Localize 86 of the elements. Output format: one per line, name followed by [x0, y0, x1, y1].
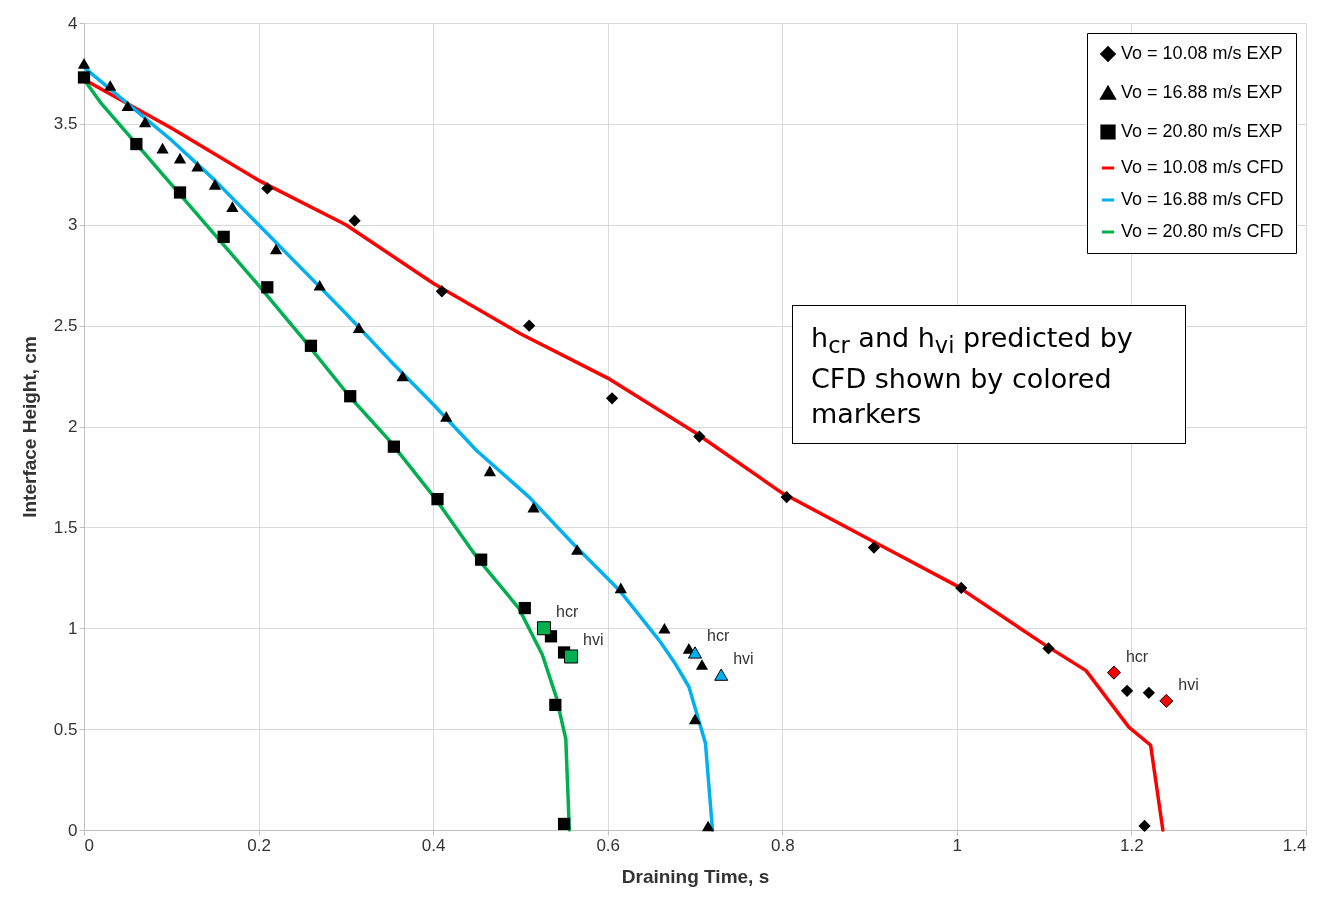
annotation: hvi	[583, 631, 604, 649]
point	[313, 279, 326, 291]
legend-label: Vo = 20.80 m/s EXP	[1121, 121, 1283, 141]
point	[396, 370, 409, 382]
point	[156, 142, 169, 154]
y-tick-label: 3.5	[53, 114, 78, 134]
y-axis-title: Interface Height, cm	[18, 336, 40, 518]
point	[191, 160, 204, 172]
point	[261, 182, 274, 195]
point	[518, 601, 531, 615]
point	[440, 411, 453, 422]
point	[173, 152, 187, 164]
x-tick-label: 0.6	[596, 835, 621, 855]
point	[527, 501, 540, 513]
point	[475, 553, 488, 566]
point	[536, 621, 552, 636]
point	[344, 390, 357, 403]
point	[1138, 819, 1151, 833]
point	[431, 493, 444, 506]
point	[348, 214, 361, 227]
legend-label: Vo = 10.08 m/s EXP	[1121, 43, 1283, 63]
point	[564, 649, 579, 664]
point	[130, 137, 143, 151]
point	[695, 659, 709, 670]
annotation: h$_{cr}$ and h$_{vi}$ predicted by CFD shown by colored markers	[792, 305, 1186, 444]
point	[173, 186, 187, 199]
point	[483, 465, 496, 477]
y-tick-label: 1	[68, 618, 78, 638]
point	[1120, 684, 1134, 697]
point	[304, 339, 318, 352]
point	[688, 713, 702, 725]
x-tick-label: 0	[84, 835, 94, 855]
point	[658, 622, 671, 634]
point	[1142, 686, 1156, 699]
point	[614, 582, 627, 594]
point	[693, 430, 706, 443]
point	[226, 201, 239, 212]
annotation: hvi	[1178, 675, 1199, 693]
x-tick-label: 1.2	[1120, 835, 1144, 855]
y-tick-label: 0	[68, 820, 78, 840]
y-tick-label: 2	[68, 417, 78, 436]
y-tick-label: 2.5	[53, 316, 78, 336]
point	[138, 116, 152, 128]
y-tick-label: 1.5	[53, 517, 78, 537]
point	[77, 71, 91, 84]
point	[714, 668, 729, 681]
legend-label: Vo = 16.88 m/s EXP	[1121, 82, 1283, 102]
legend-label: Vo = 20.80 m/s CFD	[1121, 221, 1284, 241]
legend-label: Vo = 16.88 m/s CFD	[1121, 189, 1284, 209]
annotation: hcr	[1125, 647, 1149, 665]
point	[77, 58, 91, 69]
y-tick-label: 3	[68, 215, 78, 235]
point	[955, 581, 968, 595]
point	[217, 230, 230, 243]
point	[121, 100, 134, 112]
point	[261, 281, 274, 294]
point	[1042, 642, 1055, 655]
annotation: hcr	[556, 603, 579, 621]
point	[605, 392, 619, 405]
point	[269, 243, 283, 255]
y-tick-label: 0.5	[53, 719, 78, 739]
point	[352, 322, 366, 333]
x-tick-label: 0.4	[421, 835, 446, 855]
annotation: hcr	[707, 627, 730, 645]
point	[104, 80, 117, 91]
x-tick-label: 0.8	[770, 835, 795, 855]
point	[571, 544, 584, 555]
point	[549, 698, 562, 712]
annotation: hvi	[733, 649, 754, 667]
point	[1159, 693, 1174, 708]
point	[557, 817, 571, 831]
point	[1106, 665, 1121, 680]
point	[867, 541, 881, 554]
point	[523, 319, 536, 332]
x-tick-label: 1.4	[1282, 835, 1307, 855]
x-tick-label: 1	[952, 835, 963, 855]
point	[387, 440, 400, 453]
point	[435, 285, 448, 298]
point	[687, 646, 703, 659]
legend-label: Vo = 10.08 m/s CFD	[1121, 157, 1284, 177]
y-tick-label: 4	[68, 13, 78, 33]
x-axis-title: Draining Time, s	[621, 865, 770, 887]
x-tick-label: 0.2	[247, 835, 271, 855]
point	[780, 490, 793, 504]
point	[701, 820, 715, 832]
point	[208, 179, 222, 190]
